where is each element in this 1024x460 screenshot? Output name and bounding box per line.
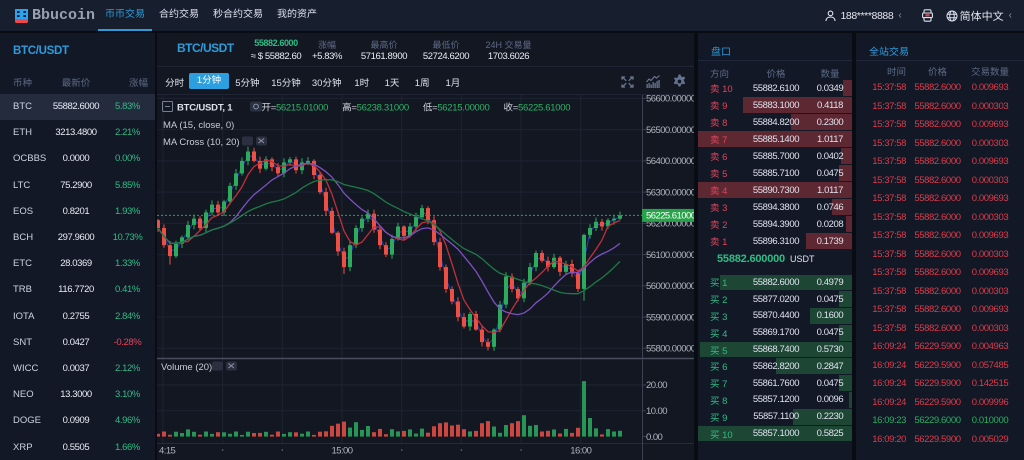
svg-text:4:15: 4:15 (159, 446, 176, 457)
svg-text:55800.00000: 55800.00000 (646, 344, 694, 355)
svg-text:56000.00000: 56000.00000 (646, 281, 694, 292)
svg-text:开=56215.01000 高=56238.310: 开=56215.01000 高=56238.31000 低=56215.0000… (262, 103, 571, 114)
svg-text:56225.61000: 56225.61000 (646, 211, 694, 222)
svg-text:20.00: 20.00 (646, 380, 667, 391)
svg-text:16:00: 16:00 (570, 446, 591, 457)
svg-text:56500.00000: 56500.00000 (646, 125, 694, 136)
svg-text:56600.00000: 56600.00000 (646, 95, 694, 105)
svg-text:55900.00000: 55900.00000 (646, 312, 694, 323)
svg-text:MA (15, close, 0): MA (15, close, 0) (163, 120, 234, 131)
svg-text:BTC/USDT, 1: BTC/USDT, 1 (177, 103, 233, 114)
svg-text:56100.00000: 56100.00000 (646, 250, 694, 261)
svg-text:MA Cross (10, 20): MA Cross (10, 20) (163, 137, 240, 148)
svg-text:56300.00000: 56300.00000 (646, 187, 694, 198)
svg-text:0.00: 0.00 (646, 432, 663, 443)
svg-text:56200.00000: 56200.00000 (646, 219, 694, 230)
svg-text:Volume (20): Volume (20) (161, 362, 212, 373)
svg-text:10.00: 10.00 (646, 406, 667, 417)
svg-text:15:00: 15:00 (331, 446, 352, 457)
svg-text:56400.00000: 56400.00000 (646, 156, 694, 167)
